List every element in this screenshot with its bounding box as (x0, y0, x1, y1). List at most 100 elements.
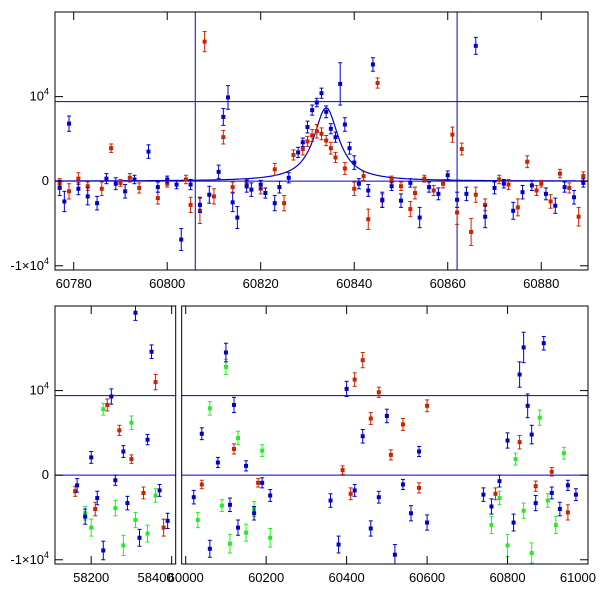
data-point (109, 388, 114, 405)
data-point (368, 520, 373, 537)
data-point (215, 456, 220, 469)
data-point (310, 104, 315, 116)
data-point (425, 399, 430, 413)
data-point (567, 182, 572, 194)
data-point (133, 306, 138, 321)
data-point (340, 465, 345, 475)
data-point (455, 191, 460, 208)
data-point (348, 487, 353, 501)
x-tick-label: 61000 (560, 570, 596, 585)
data-point (211, 188, 216, 205)
data-point (113, 177, 118, 191)
data-point (576, 206, 581, 227)
data-point (197, 196, 202, 213)
data-point (67, 183, 72, 200)
data-point (549, 467, 554, 477)
data-point (235, 206, 240, 230)
data-point (123, 184, 128, 199)
x-tick-label: 60800 (149, 276, 185, 291)
data-point (473, 36, 478, 55)
data-point (347, 141, 352, 155)
data-point (352, 372, 357, 387)
data-point (73, 485, 78, 497)
data-point (244, 179, 249, 193)
data-point (520, 184, 525, 200)
data-point (146, 144, 151, 159)
data-point (473, 186, 478, 203)
data-point (565, 504, 570, 521)
data-point (557, 501, 562, 517)
data-point (336, 535, 341, 554)
data-point (67, 115, 72, 132)
data-point (141, 486, 146, 500)
data-point (149, 344, 154, 359)
data-point (392, 544, 397, 564)
series-red (57, 30, 586, 246)
data-point (549, 486, 554, 500)
data-point (319, 127, 324, 141)
data-point (417, 206, 422, 229)
y-tick-label: -1×104 (10, 550, 49, 567)
x-tick-label: 58400 (138, 570, 174, 585)
data-point (370, 57, 375, 72)
data-point (342, 117, 347, 132)
data-point (231, 396, 236, 414)
data-point (366, 184, 371, 197)
x-tick-label: 60840 (336, 276, 372, 291)
data-point (207, 185, 212, 204)
data-point (525, 393, 530, 419)
data-point (89, 518, 94, 537)
data-point (338, 62, 343, 106)
data-point (227, 533, 232, 554)
data-point (75, 478, 80, 493)
data-point (179, 228, 184, 252)
data-point (352, 181, 357, 197)
data-point (517, 361, 522, 388)
data-point (104, 173, 109, 185)
data-point (557, 168, 562, 179)
data-point (132, 174, 137, 185)
data-point (95, 195, 100, 211)
data-point (529, 542, 534, 564)
data-point (533, 494, 538, 512)
data-point (360, 429, 365, 444)
data-point (310, 129, 315, 142)
data-point (282, 195, 287, 212)
x-tick-label: 60780 (56, 276, 92, 291)
y-tick-label: 104 (30, 87, 49, 104)
y-tick-label: 0 (42, 173, 49, 188)
data-point (191, 489, 196, 505)
y-tick-label: -1×104 (10, 256, 49, 273)
model-curve (55, 106, 588, 182)
data-point (565, 479, 570, 491)
data-point (145, 434, 150, 446)
data-point (425, 514, 430, 531)
data-point (207, 401, 212, 416)
data-point (417, 482, 422, 494)
data-point (489, 516, 494, 535)
data-point (268, 489, 273, 502)
data-point (417, 445, 422, 458)
data-point (129, 415, 134, 431)
data-point (400, 478, 405, 491)
data-point (408, 178, 413, 188)
data-point (174, 179, 179, 190)
data-point (236, 430, 241, 446)
data-point (497, 174, 502, 185)
data-point (95, 490, 100, 506)
data-point (227, 497, 232, 513)
data-point (501, 178, 506, 189)
data-point (481, 487, 486, 502)
data-point (207, 539, 212, 558)
data-point (328, 123, 333, 135)
data-point (314, 97, 319, 108)
series-green (83, 358, 566, 564)
data-point (121, 445, 126, 458)
axis-ticks (55, 306, 589, 564)
data-point (101, 402, 106, 416)
data-point (76, 182, 81, 196)
plot-frame (54, 305, 589, 565)
data-point (483, 205, 488, 229)
data-point (133, 511, 138, 529)
data-point (155, 191, 160, 205)
